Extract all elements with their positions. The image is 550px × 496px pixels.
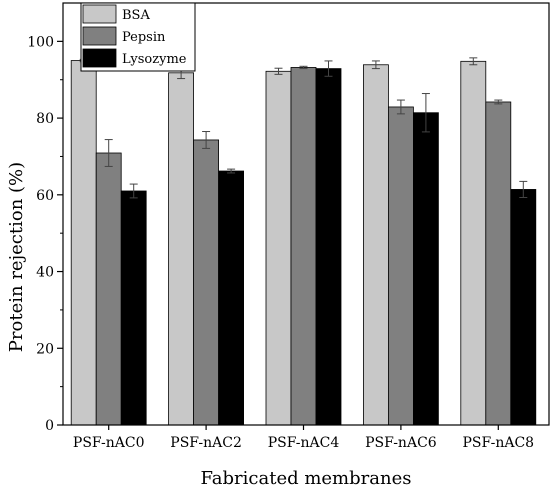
bar-pepsin-psf-nac2 bbox=[193, 139, 220, 426]
bar-pepsin-psf-nac0 bbox=[95, 152, 122, 426]
bar-lysozyme-psf-nac8 bbox=[510, 189, 537, 426]
bar-bsa-psf-nac2 bbox=[168, 72, 195, 426]
bar-lysozyme-psf-nac0 bbox=[120, 190, 147, 426]
legend-swatch-bsa bbox=[82, 4, 117, 24]
x-tick-label: PSF-nAC8 bbox=[463, 435, 535, 451]
bar-bsa-psf-nac0 bbox=[70, 60, 97, 426]
bar-lysozyme-psf-nac2 bbox=[218, 170, 245, 426]
legend-label-pepsin: Pepsin bbox=[122, 30, 166, 45]
bar-lysozyme-psf-nac4 bbox=[315, 68, 342, 426]
y-tick-label: 0 bbox=[45, 418, 54, 434]
y-tick-label: 60 bbox=[36, 188, 54, 204]
bar-pepsin-psf-nac4 bbox=[290, 67, 317, 426]
bar-bsa-psf-nac8 bbox=[460, 60, 487, 426]
x-tick-label: PSF-nAC4 bbox=[268, 435, 340, 451]
x-axis: PSF-nAC0 PSF-nAC2 PSF-nAC4 PSF-nAC6 PSF-nAC8 bbox=[73, 425, 534, 451]
legend-label-lysozyme: Lysozyme bbox=[122, 52, 187, 67]
y-tick-label: 80 bbox=[36, 111, 54, 127]
y-axis-title: Protein rejection (%) bbox=[6, 162, 27, 352]
bar-pepsin-psf-nac8 bbox=[485, 101, 512, 426]
x-tick-label: PSF-nAC6 bbox=[365, 435, 437, 451]
legend: BSA Pepsin Lysozyme bbox=[80, 2, 196, 72]
y-tick-label: 100 bbox=[27, 34, 54, 50]
y-tick-label: 20 bbox=[36, 341, 54, 357]
x-tick-label: PSF-nAC2 bbox=[170, 435, 242, 451]
error-bars-layer bbox=[79, 57, 528, 199]
bars-layer bbox=[70, 60, 537, 426]
legend-swatch-pepsin bbox=[82, 26, 117, 46]
legend-swatch-lysozyme bbox=[82, 48, 117, 68]
y-axis: 0 20 40 60 80 100 bbox=[27, 34, 63, 434]
y-tick-label: 40 bbox=[36, 265, 54, 281]
plot-frame bbox=[62, 2, 550, 426]
bar-bsa-psf-nac6 bbox=[362, 64, 389, 426]
bar-bsa-psf-nac4 bbox=[265, 70, 292, 426]
bar-pepsin-psf-nac6 bbox=[387, 106, 414, 426]
legend-label-bsa: BSA bbox=[122, 8, 150, 23]
bar-lysozyme-psf-nac6 bbox=[412, 112, 439, 426]
x-axis-title: Fabricated membranes bbox=[201, 468, 412, 489]
x-tick-label: PSF-nAC0 bbox=[73, 435, 145, 451]
